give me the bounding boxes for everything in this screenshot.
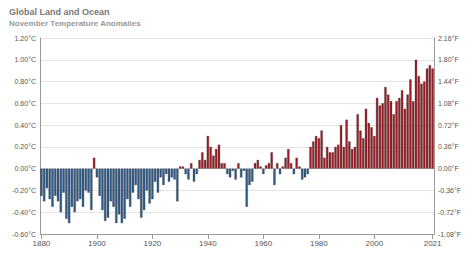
- svg-text:2.16°F: 2.16°F: [438, 35, 459, 42]
- svg-text:0.36°F: 0.36°F: [438, 143, 459, 150]
- svg-text:November Temperature Anomalies: November Temperature Anomalies: [9, 19, 141, 28]
- svg-text:-0.36°F: -0.36°F: [438, 187, 461, 194]
- svg-text:Global Land and Ocean: Global Land and Ocean: [9, 7, 110, 17]
- svg-text:1.80°F: 1.80°F: [438, 56, 459, 63]
- svg-text:0.60°C: 0.60°C: [15, 100, 36, 107]
- svg-text:0.72°F: 0.72°F: [438, 122, 459, 129]
- svg-text:2021: 2021: [424, 239, 442, 248]
- svg-text:1900: 1900: [88, 239, 106, 248]
- svg-text:1.00°C: 1.00°C: [15, 56, 36, 63]
- svg-text:0.80°C: 0.80°C: [15, 78, 36, 85]
- svg-text:1.44°F: 1.44°F: [438, 78, 459, 85]
- svg-text:0.00°F: 0.00°F: [438, 165, 459, 172]
- svg-text:1.20°C: 1.20°C: [15, 35, 36, 42]
- svg-text:1960: 1960: [254, 239, 272, 248]
- svg-text:1920: 1920: [143, 239, 161, 248]
- svg-text:0.40°C: 0.40°C: [15, 122, 36, 129]
- svg-text:1880: 1880: [32, 239, 50, 248]
- svg-text:-1.08°F: -1.08°F: [438, 231, 461, 238]
- svg-text:-0.20°C: -0.20°C: [12, 187, 36, 194]
- svg-text:2000: 2000: [365, 239, 383, 248]
- svg-text:0.20°C: 0.20°C: [15, 143, 36, 150]
- svg-text:-0.72°F: -0.72°F: [438, 209, 461, 216]
- svg-text:1940: 1940: [199, 239, 217, 248]
- svg-text:-0.60°C: -0.60°C: [12, 231, 36, 238]
- svg-text:-0.40°C: -0.40°C: [12, 209, 36, 216]
- svg-text:1980: 1980: [310, 239, 328, 248]
- svg-text:0.00°C: 0.00°C: [15, 165, 36, 172]
- svg-text:1.08°F: 1.08°F: [438, 100, 459, 107]
